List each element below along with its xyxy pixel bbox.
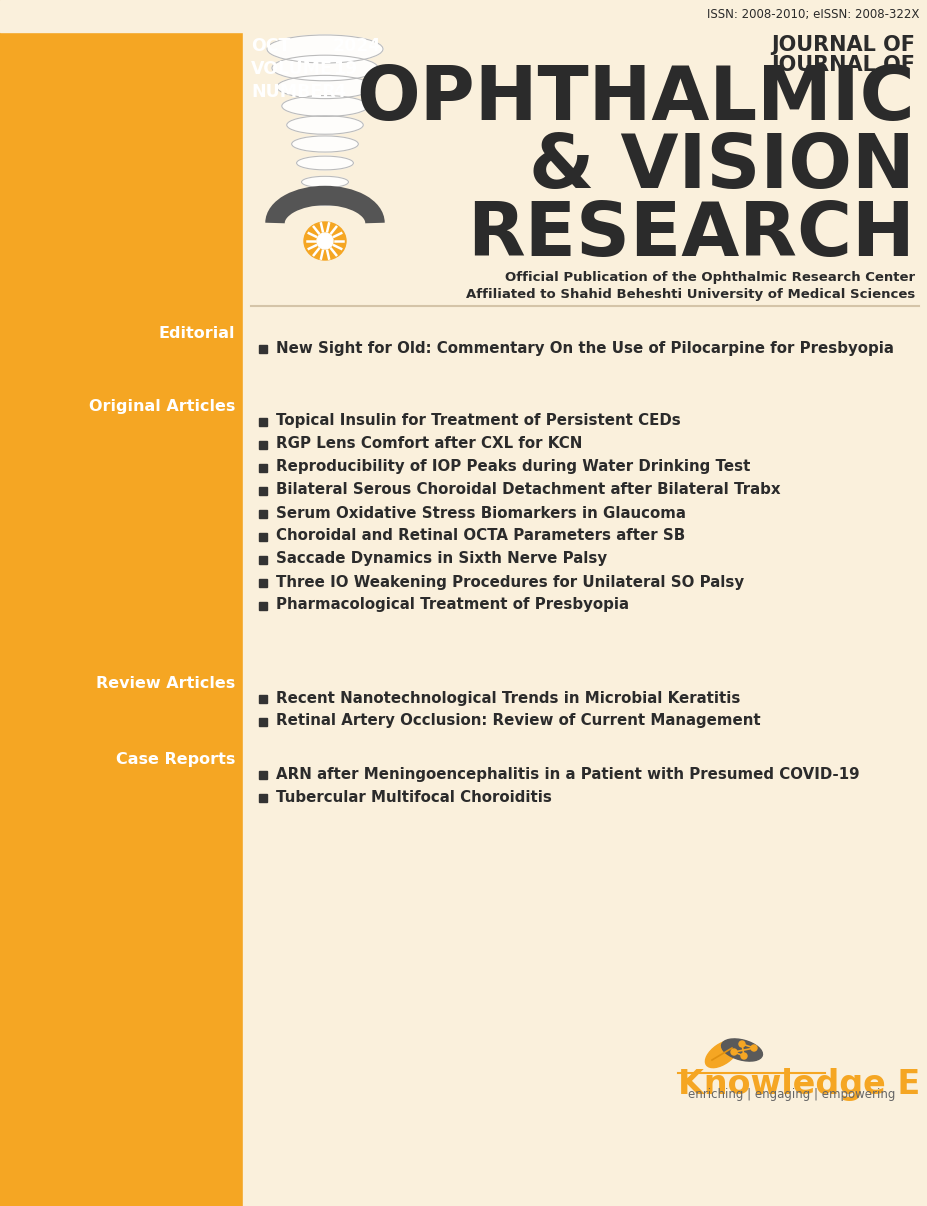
Text: OCT: OCT <box>251 37 290 55</box>
Ellipse shape <box>307 197 344 205</box>
Text: Review Articles: Review Articles <box>95 677 235 691</box>
Ellipse shape <box>721 1038 762 1061</box>
Ellipse shape <box>272 55 378 81</box>
Text: 4: 4 <box>333 83 345 101</box>
Text: NUMBER: NUMBER <box>251 83 336 101</box>
Bar <box>259 510 267 519</box>
Text: Serum Oxidative Stress Biomarkers in Glaucoma: Serum Oxidative Stress Biomarkers in Gla… <box>276 505 686 521</box>
Circle shape <box>731 1049 737 1055</box>
Text: & VISION: & VISION <box>529 131 915 204</box>
Bar <box>259 487 267 494</box>
Bar <box>259 441 267 449</box>
Text: Reproducibility of IOP Peaks during Water Drinking Test: Reproducibility of IOP Peaks during Wate… <box>276 459 750 474</box>
Ellipse shape <box>267 35 383 63</box>
Ellipse shape <box>705 1041 739 1067</box>
Ellipse shape <box>292 136 359 152</box>
Text: Three IO Weakening Procedures for Unilateral SO Palsy: Three IO Weakening Procedures for Unilat… <box>276 574 744 590</box>
Bar <box>259 464 267 472</box>
Text: Knowledge E: Knowledge E <box>678 1069 921 1101</box>
Text: Choroidal and Retinal OCTA Parameters after SB: Choroidal and Retinal OCTA Parameters af… <box>276 528 685 544</box>
Circle shape <box>741 1053 747 1059</box>
Text: RESEARCH: RESEARCH <box>467 199 915 273</box>
Bar <box>243 0 927 1206</box>
Bar <box>259 794 267 802</box>
Ellipse shape <box>286 116 363 134</box>
Bar <box>259 602 267 610</box>
Text: 2024: 2024 <box>333 37 381 55</box>
Bar <box>259 533 267 541</box>
Text: JOURNAL OF: JOURNAL OF <box>771 35 915 55</box>
Bar <box>259 718 267 726</box>
Text: ARN after Meningoencephalitis in a Patient with Presumed COVID-19: ARN after Meningoencephalitis in a Patie… <box>276 767 859 781</box>
Bar <box>259 579 267 587</box>
Bar <box>0 0 927 33</box>
Circle shape <box>739 1041 745 1047</box>
Circle shape <box>751 1046 757 1050</box>
Text: OPHTHALMIC: OPHTHALMIC <box>356 63 915 136</box>
Bar <box>259 695 267 703</box>
Bar <box>259 345 267 353</box>
Text: Recent Nanotechnological Trends in Microbial Keratitis: Recent Nanotechnological Trends in Micro… <box>276 691 741 706</box>
Text: Retinal Artery Occlusion: Review of Current Management: Retinal Artery Occlusion: Review of Curr… <box>276 714 761 728</box>
Text: JOURNAL OF: JOURNAL OF <box>771 55 915 75</box>
Text: Official Publication of the Ophthalmic Research Center: Official Publication of the Ophthalmic R… <box>505 271 915 283</box>
Text: Pharmacological Treatment of Presbyopia: Pharmacological Treatment of Presbyopia <box>276 597 629 613</box>
Text: New Sight for Old: Commentary On the Use of Pilocarpine for Presbyopia: New Sight for Old: Commentary On the Use… <box>276 340 894 356</box>
Text: Original Articles: Original Articles <box>89 399 235 414</box>
Bar <box>259 418 267 426</box>
Ellipse shape <box>297 156 353 170</box>
Text: Editorial: Editorial <box>159 326 235 341</box>
Ellipse shape <box>282 95 368 117</box>
Bar <box>259 556 267 564</box>
Circle shape <box>317 233 333 248</box>
Bar <box>259 771 267 779</box>
Ellipse shape <box>277 76 374 99</box>
Text: Topical Insulin for Treatment of Persistent CEDs: Topical Insulin for Treatment of Persist… <box>276 414 680 428</box>
Text: RGP Lens Comfort after CXL for KCN: RGP Lens Comfort after CXL for KCN <box>276 437 582 451</box>
Text: VOLUME: VOLUME <box>251 60 333 78</box>
Ellipse shape <box>304 222 346 260</box>
Text: 19: 19 <box>333 60 357 78</box>
Text: ISSN: 2008-2010; eISSN: 2008-322X: ISSN: 2008-2010; eISSN: 2008-322X <box>706 8 919 21</box>
Text: enriching | engaging | empowering: enriching | engaging | empowering <box>688 1088 895 1101</box>
Text: Bilateral Serous Choroidal Detachment after Bilateral Trabx: Bilateral Serous Choroidal Detachment af… <box>276 482 781 498</box>
Bar <box>0 0 243 1206</box>
Text: Saccade Dynamics in Sixth Nerve Palsy: Saccade Dynamics in Sixth Nerve Palsy <box>276 551 607 567</box>
Text: Tubercular Multifocal Choroiditis: Tubercular Multifocal Choroiditis <box>276 790 552 804</box>
Text: Case Reports: Case Reports <box>116 753 235 767</box>
Ellipse shape <box>301 176 349 188</box>
Text: Affiliated to Shahid Beheshti University of Medical Sciences: Affiliated to Shahid Beheshti University… <box>465 288 915 302</box>
